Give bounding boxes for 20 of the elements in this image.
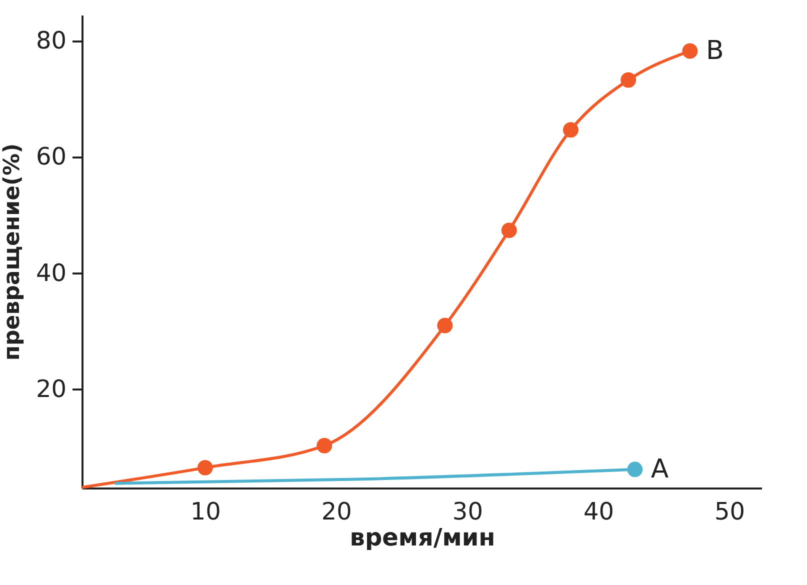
y-tick-label: 60 [36,142,66,171]
x-tick-label: 30 [452,498,483,526]
y-axis-title: превращение(%) [0,143,25,361]
point [197,460,213,476]
point [437,318,453,334]
x-tick-label: 40 [583,498,614,526]
y-tick-label: 40 [36,258,66,287]
y-tick-label: 80 [36,26,66,55]
point [501,222,517,238]
x-tick-label: 10 [190,498,221,526]
x-tick-label: 20 [321,498,352,526]
point [627,462,643,478]
y-tick-label: 20 [36,374,66,403]
point [562,122,578,138]
point [316,438,332,454]
point [682,43,698,59]
x-tick-label: 50 [714,498,746,526]
series-label: A [650,454,669,484]
point [620,72,636,88]
series-label: B [706,36,724,66]
